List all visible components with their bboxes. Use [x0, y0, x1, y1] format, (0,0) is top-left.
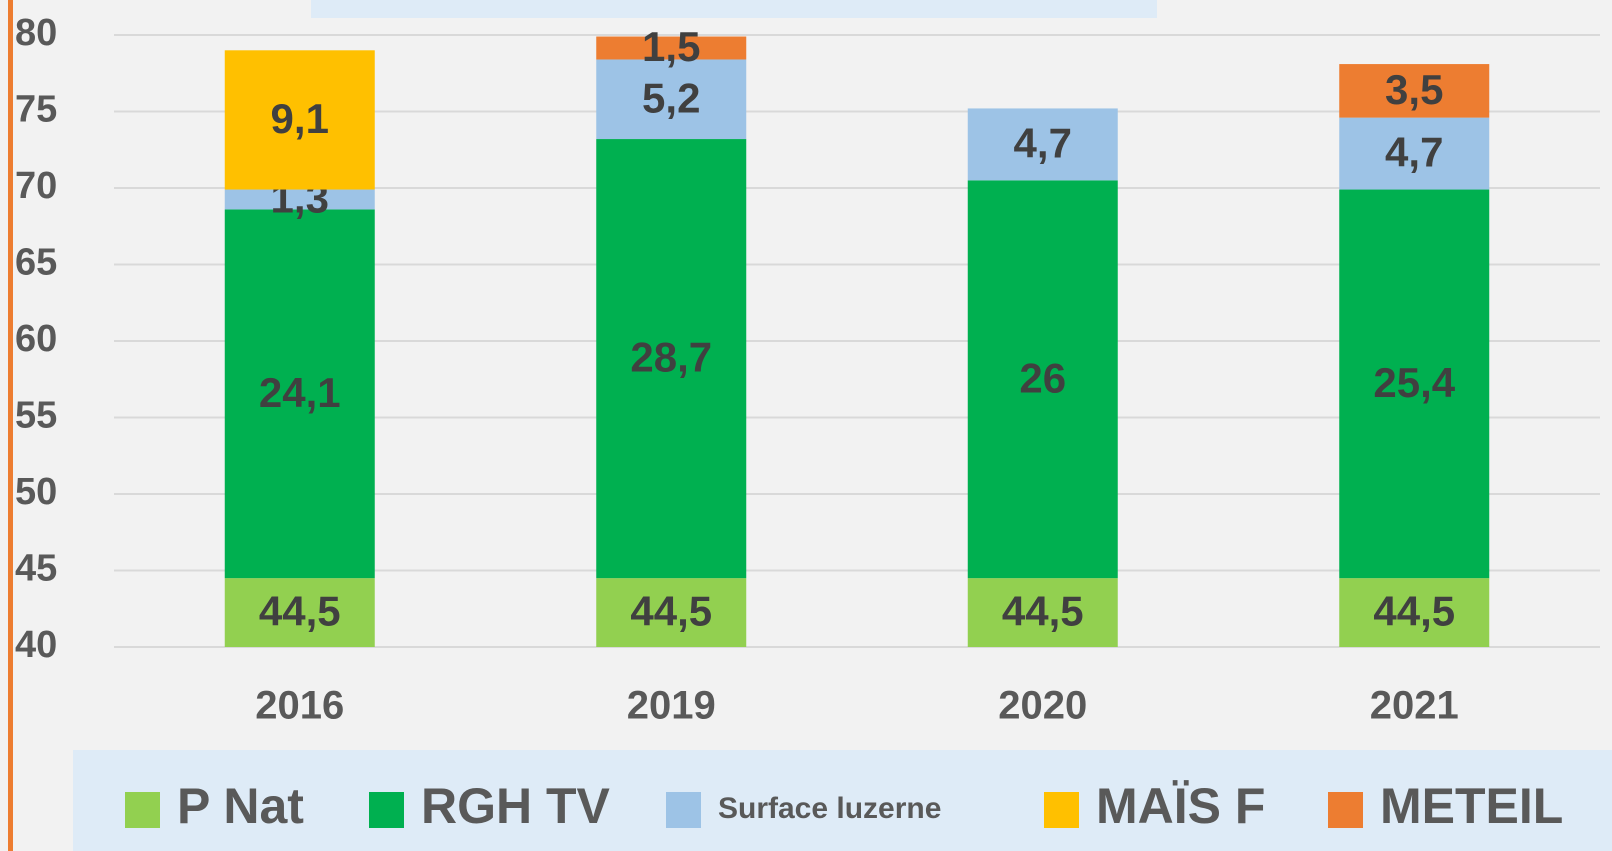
left-border — [8, 0, 13, 851]
x-tick-label: 2020 — [998, 684, 1087, 728]
bar-segment — [967, 108, 1118, 181]
data-label: 44,5 — [259, 588, 341, 635]
y-tick-label: 70 — [15, 165, 57, 207]
data-label: 9,1 — [271, 95, 329, 142]
x-tick-label: 2019 — [627, 684, 716, 728]
y-tick-label: 60 — [15, 318, 57, 360]
data-label: 3,5 — [1385, 66, 1443, 113]
legend-label: P Nat — [177, 778, 304, 834]
bar-segment — [224, 209, 375, 579]
y-tick-label: 55 — [15, 395, 57, 437]
data-label: 44,5 — [1373, 588, 1455, 635]
legend-swatch — [1328, 792, 1363, 828]
data-label: 26 — [1019, 354, 1066, 401]
legend-swatch — [666, 792, 701, 828]
bar-segment — [1339, 64, 1490, 118]
data-label: 1,5 — [642, 23, 700, 70]
bar-segment — [596, 36, 747, 60]
data-label: 25,4 — [1373, 359, 1455, 406]
data-label: 5,2 — [642, 74, 700, 121]
bar-segment — [596, 59, 747, 140]
bar-segment — [224, 578, 375, 647]
bar-segment — [224, 50, 375, 190]
data-label: 24,1 — [259, 369, 341, 416]
data-label: 44,5 — [630, 588, 712, 635]
bar-segment — [967, 180, 1118, 579]
data-label: 4,7 — [1014, 119, 1072, 166]
data-label: 44,5 — [1002, 588, 1084, 635]
legend-label: RGH TV — [421, 778, 611, 834]
y-tick-label: 40 — [15, 624, 57, 666]
y-tick-label: 50 — [15, 471, 57, 513]
bar-segment — [1339, 117, 1490, 190]
legend-swatch — [1044, 792, 1079, 828]
legend-swatch — [369, 792, 404, 828]
bar-segment — [224, 189, 375, 210]
y-tick-label: 80 — [15, 12, 57, 54]
bar-segment — [596, 578, 747, 647]
legend-label: MAÏS F — [1096, 778, 1265, 834]
y-tick-label: 75 — [15, 89, 57, 131]
bar-segment — [1339, 578, 1490, 647]
legend-swatch — [125, 792, 160, 828]
bar-segment — [1339, 189, 1490, 579]
bar-segment — [967, 578, 1118, 647]
y-tick-label: 45 — [15, 548, 57, 590]
data-label: 28,7 — [630, 334, 712, 381]
y-tick-label: 65 — [15, 242, 57, 284]
legend-label: Surface luzerne — [718, 792, 941, 825]
data-label: 4,7 — [1385, 129, 1443, 176]
bar-segment — [596, 139, 747, 579]
legend-label: METEIL — [1380, 778, 1563, 834]
x-tick-label: 2016 — [255, 684, 344, 728]
x-tick-label: 2021 — [1370, 684, 1459, 728]
title-box — [311, 0, 1157, 18]
